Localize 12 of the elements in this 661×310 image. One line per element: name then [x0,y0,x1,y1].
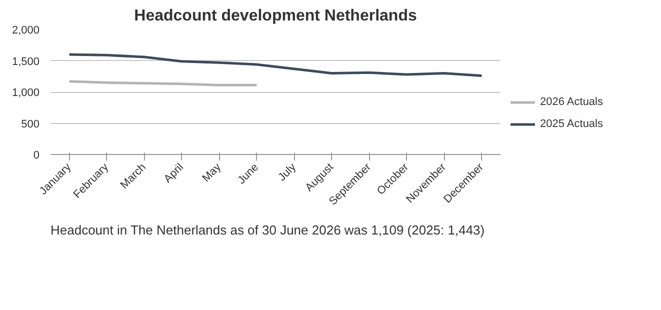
y-tick-label: 1,000 [12,87,40,99]
x-tick-label: July [276,160,299,184]
legend-label: 2025 Actuals [540,118,603,130]
y-tick-label: 500 [21,118,40,130]
y-tick-label: 0 [33,150,40,162]
legend-label: 2026 Actuals [540,96,603,108]
chart-title: Headcount development Netherlands [134,8,417,24]
y-tick-label: 2,000 [12,24,40,36]
text: Headcount in The Netherlands as of 30 June 2026 was 1,109 (2025: 1,443) [50,222,485,238]
y-tick-label: 1,500 [12,56,40,68]
line-series [68,53,483,77]
x-tick-label: May [200,160,224,184]
